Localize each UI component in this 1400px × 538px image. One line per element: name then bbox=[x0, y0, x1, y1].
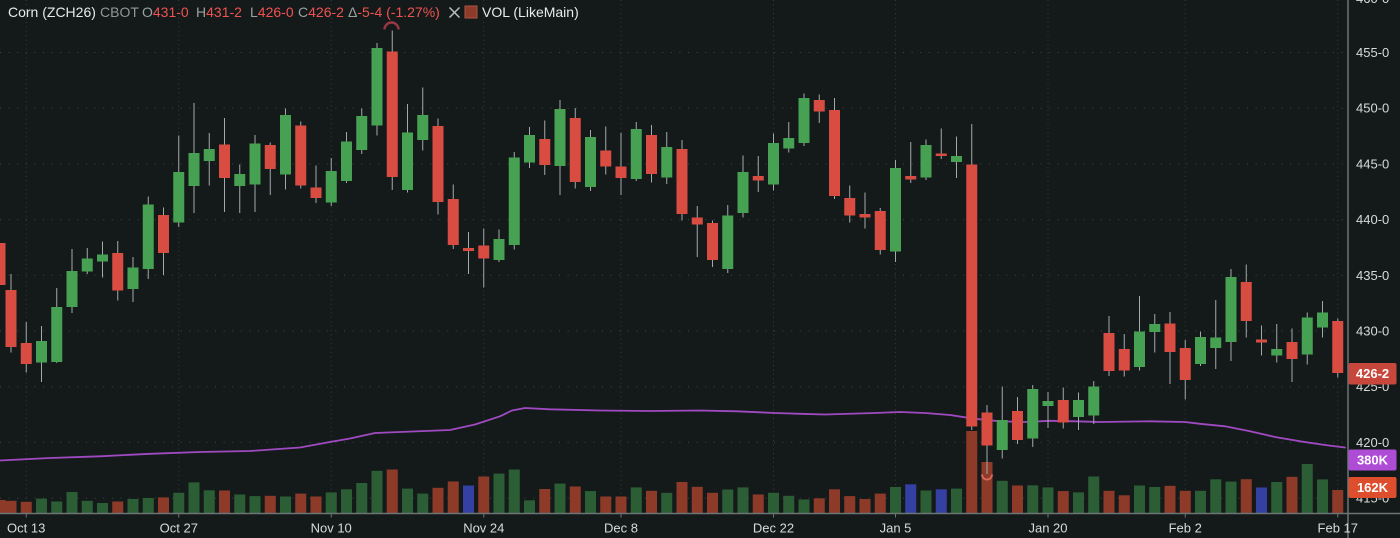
svg-text:380K: 380K bbox=[1357, 453, 1389, 468]
svg-text:445-0: 445-0 bbox=[1356, 156, 1389, 171]
svg-text:CBOT: CBOT bbox=[100, 4, 139, 20]
svg-text:Oct 13: Oct 13 bbox=[7, 521, 45, 536]
svg-text:Feb 17: Feb 17 bbox=[1318, 521, 1358, 536]
svg-text:162K: 162K bbox=[1357, 480, 1389, 495]
svg-text:VOL (LikeMain): VOL (LikeMain) bbox=[482, 4, 579, 20]
svg-text:Δ-5-4 (-1.27%): Δ-5-4 (-1.27%) bbox=[348, 4, 440, 20]
svg-text:420-0: 420-0 bbox=[1356, 435, 1389, 450]
svg-text:C426-2: C426-2 bbox=[298, 4, 344, 20]
svg-text:426-2: 426-2 bbox=[1356, 366, 1389, 381]
svg-text:450-0: 450-0 bbox=[1356, 101, 1389, 116]
svg-text:430-0: 430-0 bbox=[1356, 324, 1389, 339]
svg-text:O431-0: O431-0 bbox=[142, 4, 189, 20]
svg-text:Corn (ZCH26): Corn (ZCH26) bbox=[8, 4, 96, 20]
svg-text:H431-2: H431-2 bbox=[196, 4, 242, 20]
svg-text:Jan 20: Jan 20 bbox=[1028, 521, 1067, 536]
svg-text:Nov 10: Nov 10 bbox=[311, 521, 352, 536]
svg-text:440-0: 440-0 bbox=[1356, 212, 1389, 227]
svg-text:Nov 24: Nov 24 bbox=[463, 521, 504, 536]
svg-text:460-0: 460-0 bbox=[1356, 0, 1389, 6]
svg-text:Dec 8: Dec 8 bbox=[604, 521, 638, 536]
svg-text:Jan 5: Jan 5 bbox=[880, 521, 912, 536]
svg-text:L426-0: L426-0 bbox=[250, 4, 294, 20]
svg-text:455-0: 455-0 bbox=[1356, 45, 1389, 60]
svg-text:435-0: 435-0 bbox=[1356, 268, 1389, 283]
svg-text:Oct 27: Oct 27 bbox=[160, 521, 198, 536]
svg-text:Feb 2: Feb 2 bbox=[1169, 521, 1202, 536]
svg-text:Dec 22: Dec 22 bbox=[753, 521, 794, 536]
